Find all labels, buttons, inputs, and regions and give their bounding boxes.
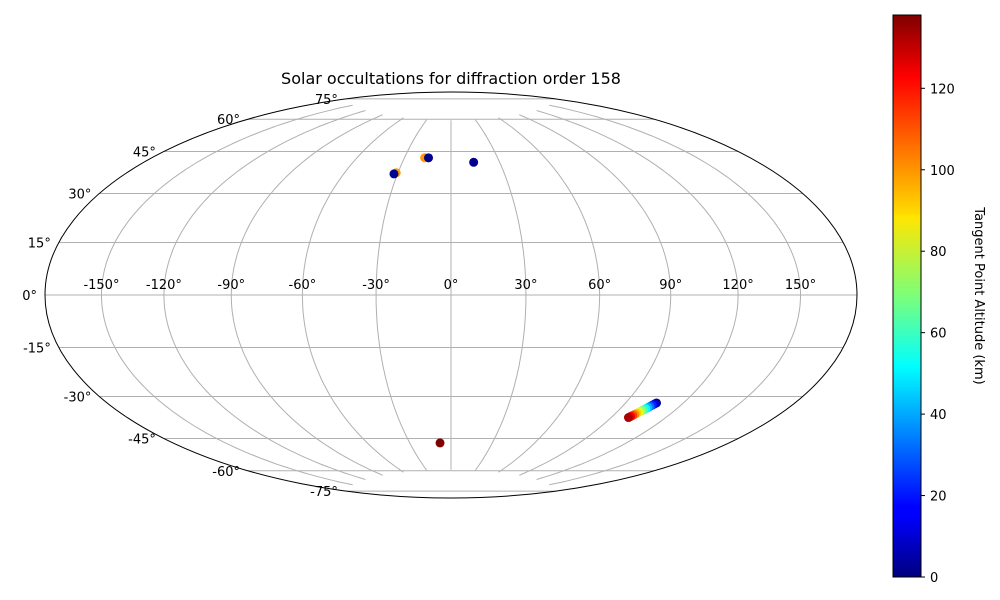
latitude-tick-label: 45° [133,145,156,160]
occultation-point [469,157,479,167]
occultation-point [389,169,399,179]
latitude-tick-label: 75° [315,93,338,108]
colorbar: 0 20 40 60 80 100 120 Tangent Point Altitude (… [892,14,986,586]
latitude-tick-label: -45° [128,433,156,448]
chart-title: Solar occultations for diffraction order… [281,69,621,88]
map-boundary [44,91,858,499]
longitude-tick-labels: -150° -120° -90° -60° -30° 0° 30° 60° 90° 120° 150… [83,278,816,293]
colorbar-tick-label: 20 [930,490,947,505]
colorbar-gradient [892,14,922,578]
latitude-tick-label: 30° [68,188,91,203]
longitude-tick-label: -90° [217,278,245,293]
colorbar-tick-label: 60 [930,327,947,342]
occultation-point [435,438,445,448]
colorbar-ticks: 0 20 40 60 80 100 120 [921,82,955,586]
latitude-tick-label: 60° [217,113,240,128]
colorbar-tick-label: 80 [930,245,947,260]
latitude-tick-label: -60° [212,465,240,480]
latitude-tick-label: 0° [22,289,37,304]
occultation-point [424,153,434,163]
longitude-tick-label: 30° [514,278,537,293]
colorbar-tick-label: 120 [930,82,955,97]
longitude-tick-label: -30° [362,278,390,293]
scatter-points [389,153,661,448]
colorbar-label: Tangent Point Altitude (km) [971,206,986,384]
longitude-tick-label: 0° [444,278,459,293]
map-area: -150° -120° -90° -60° -30° 0° 30° 60° 90° 120° 150… [22,91,858,500]
occultation-point [623,413,633,423]
latitude-tick-labels: -75° -60° -45° -30° -15° 0° 15° 30° 45° 60° 75° [22,93,338,500]
latitude-tick-label: -15° [23,342,51,357]
latitude-tick-label: -30° [64,391,92,406]
latitude-tick-label: 15° [28,236,51,251]
latitude-tick-label: -75° [310,485,338,500]
longitude-tick-label: 90° [659,278,682,293]
colorbar-tick-label: 100 [930,164,955,179]
longitude-tick-label: 150° [785,278,816,293]
longitude-tick-label: 120° [722,278,753,293]
longitude-tick-label: -120° [146,278,182,293]
graticule [45,98,857,492]
longitude-tick-label: -150° [83,278,119,293]
colorbar-tick-label: 0 [930,571,938,586]
colorbar-tick-label: 40 [930,408,947,423]
longitude-tick-label: -60° [289,278,317,293]
longitude-tick-label: 60° [588,278,611,293]
